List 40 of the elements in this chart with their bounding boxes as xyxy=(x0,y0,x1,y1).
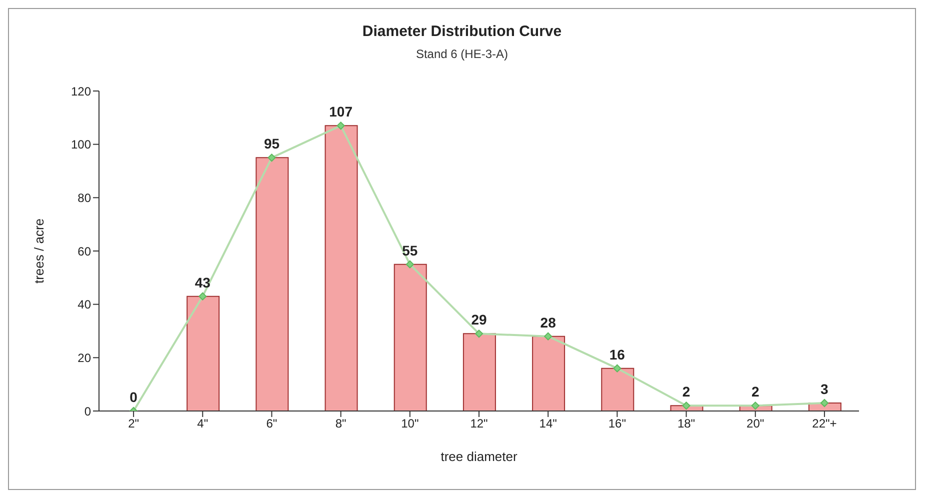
data-label: 2 xyxy=(682,384,690,400)
y-tick-label: 40 xyxy=(78,298,92,312)
x-tick-label: 20" xyxy=(746,416,764,431)
x-tick-label: 22"+ xyxy=(812,416,837,431)
x-tick-label: 10" xyxy=(401,416,419,431)
bar xyxy=(324,125,358,411)
x-tick-label: 14" xyxy=(539,416,557,431)
data-label: 55 xyxy=(402,242,418,258)
x-tick-label: 8" xyxy=(335,416,346,431)
data-label: 95 xyxy=(264,136,280,152)
x-tick-label: 2" xyxy=(128,416,140,431)
y-tick-label: 20 xyxy=(78,350,92,365)
y-tick-label: 60 xyxy=(78,244,92,258)
y-tick-label: 80 xyxy=(78,190,92,205)
x-tick-label: 18" xyxy=(677,416,696,431)
chart-subtitle: Stand 6 (HE-3-A) xyxy=(414,47,510,61)
bar xyxy=(256,157,289,411)
data-label: 16 xyxy=(609,346,626,362)
bar xyxy=(462,333,496,411)
bar xyxy=(532,336,566,411)
x-tick-label: 6" xyxy=(266,416,278,431)
y-axis-title: trees / acre xyxy=(32,218,47,284)
y-tick-label: 100 xyxy=(70,138,92,152)
data-label: 3 xyxy=(820,381,829,397)
data-label: 28 xyxy=(540,314,556,330)
x-tick-label: 4" xyxy=(197,416,208,431)
x-tick-label: 16" xyxy=(608,416,626,431)
y-tick-label: 0 xyxy=(84,404,92,418)
bar xyxy=(394,264,427,411)
bar xyxy=(186,296,220,411)
x-axis-title: tree diameter xyxy=(440,449,518,464)
data-label: 43 xyxy=(194,274,211,290)
chart-title: Diameter Distribution Curve xyxy=(361,23,563,40)
bar xyxy=(601,368,634,411)
y-tick-label: 120 xyxy=(70,84,92,98)
data-label: 2 xyxy=(751,384,760,400)
data-label: 0 xyxy=(130,389,138,405)
data-label: 107 xyxy=(329,104,353,120)
x-tick-label: 12" xyxy=(470,416,488,431)
data-label: 29 xyxy=(471,312,487,328)
